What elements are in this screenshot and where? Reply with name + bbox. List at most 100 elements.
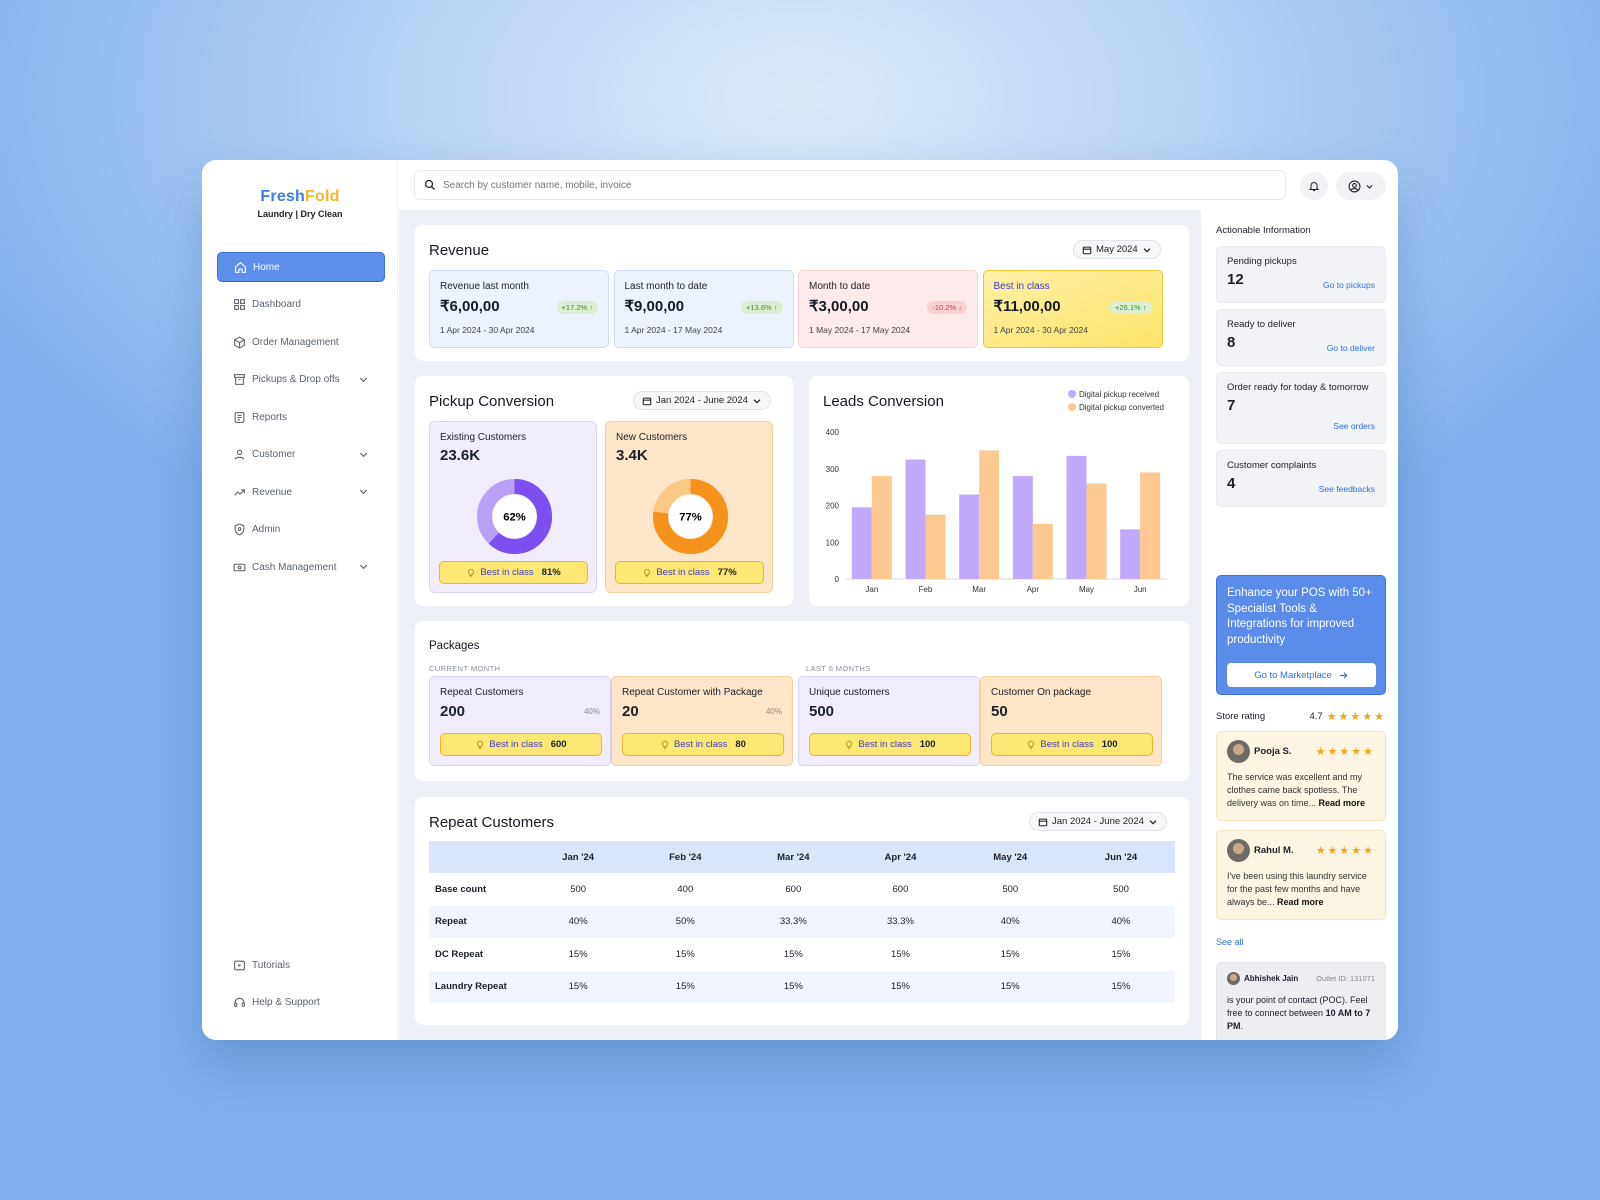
best-in-class-badge: Best in class 80 <box>622 733 784 756</box>
actionable-card-link[interactable]: See feedbacks <box>1318 484 1375 494</box>
package-card-percent: 40% <box>765 707 782 716</box>
y-tick-label: 300 <box>826 465 840 474</box>
revenue-title: Revenue <box>429 242 490 259</box>
actionable-card-value: 12 <box>1227 270 1244 288</box>
poc-name: Abhishek Jain <box>1244 974 1299 983</box>
sidebar-item-label: Customer <box>252 449 296 460</box>
package-card-value: 500 <box>809 703 835 720</box>
donut-center <box>668 494 713 539</box>
legend-swatch <box>1068 403 1076 411</box>
revenue-card-value: ₹3,00,00 <box>809 298 869 315</box>
chevron-down-icon[interactable] <box>358 374 369 385</box>
donut-segment <box>653 479 728 554</box>
chevron-down-icon <box>1366 184 1373 189</box>
pickup-conversion-title: Pickup Conversion <box>429 393 555 410</box>
calendar-icon <box>1038 818 1048 826</box>
revenue-card-dates: 1 May 2024 - 17 May 2024 <box>809 325 911 335</box>
revenue-card-label: Last month to date <box>624 281 708 292</box>
sidebar-item-admin[interactable]: Admin <box>217 515 385 545</box>
table-header-row: Jan '24 Feb '24 Mar '24 Apr '24 May '24 Jun '… <box>429 841 1175 873</box>
last-six-months-label: LAST 6 MONTHS <box>806 664 871 673</box>
revenue-card[interactable]: Revenue last month ₹6,00,00 +17.2% ↑ 1 Apr … <box>429 270 609 348</box>
donut-percent: 77% <box>679 511 702 523</box>
x-tick-label: Mar <box>972 585 986 594</box>
sidebar-item-label: Home <box>253 261 280 273</box>
bar-digital-pickup-converted <box>979 450 1000 579</box>
table-header-cell: Apr '24 <box>847 841 954 873</box>
sidebar-item-cash-management[interactable]: Cash Management <box>217 552 385 582</box>
revenue-card[interactable]: Month to date ₹3,00,00 -10.2% ↓ 1 May 2024 … <box>798 270 978 348</box>
read-more-link[interactable]: Read more <box>1318 798 1366 809</box>
poc-outlet-id: Outlet ID: 131071 <box>1316 974 1375 983</box>
best-in-class-badge: Best in class 100 <box>809 733 971 756</box>
lightbulb-icon <box>662 740 668 749</box>
table-header-cell: Jun '24 <box>1066 841 1175 873</box>
sidebar-item-order-management[interactable]: Order Management <box>217 327 385 357</box>
revenue-card[interactable]: Best in class ₹11,00,00 +26.1% ↑ 1 Apr 2024… <box>982 270 1163 348</box>
donut-segment <box>477 479 552 554</box>
sidebar-item-customer[interactable]: Customer <box>217 440 385 470</box>
table-cell: 40% <box>525 905 632 938</box>
table-cell: Repeat <box>429 905 525 938</box>
sidebar-item-reports[interactable]: Reports <box>217 402 385 432</box>
reviewer-avatar <box>1227 839 1250 862</box>
actionable-card-link[interactable]: Go to pickups <box>1323 280 1375 290</box>
dashboard-icon <box>234 299 245 310</box>
sidebar-item-help-support[interactable]: Help & Support <box>217 988 385 1018</box>
table-cell: 15% <box>568 948 588 960</box>
actionable-card-link[interactable]: Go to deliver <box>1326 343 1375 353</box>
revenue-card[interactable]: Last month to date ₹9,00,00 +13.6% ↑ 1 Apr … <box>613 270 794 348</box>
calendar-icon <box>1082 246 1092 254</box>
table-row: DC Repeat 15% 15% 15% 15% 15% 15% <box>429 938 1175 971</box>
video-icon <box>234 960 245 970</box>
y-tick-label: 200 <box>826 502 840 511</box>
table-cell: 15% <box>739 970 848 1003</box>
app-window: FreshFold Laundry | Dry Clean Home Dashbo… <box>202 160 1398 1040</box>
store-rating: Store rating 4.7 ★★★★★ <box>1216 710 1386 723</box>
poc-text: is your point of contact (POC). Feel fre… <box>1227 995 1368 1019</box>
table-cell: 600 <box>785 883 802 895</box>
search-icon <box>424 179 435 190</box>
sidebar-item-dashboard[interactable]: Dashboard <box>217 290 385 320</box>
notifications-button[interactable] <box>1300 172 1328 200</box>
sidebar-item-home[interactable]: Home <box>217 252 385 282</box>
see-all-reviews-link[interactable]: See all <box>1216 937 1244 947</box>
table-header-cell: May '24 <box>953 841 1067 873</box>
sidebar-item-tutorials[interactable]: Tutorials <box>217 950 385 980</box>
search-bar[interactable] <box>414 170 1286 200</box>
table-header-cell: Jan '24 <box>525 841 632 873</box>
pickup-period-select[interactable]: Jan 2024 - June 2024 <box>633 391 771 410</box>
logo[interactable]: FreshFold Laundry | Dry Clean <box>202 188 398 219</box>
store-rating-value: 4.7 <box>1309 711 1323 722</box>
bar-digital-pickup-received <box>1066 455 1087 579</box>
best-in-class-badge: Best in class 77% <box>615 561 764 584</box>
chevron-down-icon[interactable] <box>358 561 369 572</box>
table-cell: 15% <box>1111 948 1131 960</box>
bar-digital-pickup-converted <box>871 476 892 579</box>
lightbulb-icon <box>846 740 853 749</box>
revenue-period-select[interactable]: May 2024 <box>1073 240 1161 259</box>
best-in-class-value: 81% <box>541 567 561 578</box>
sidebar-item-pickups-drop-offs[interactable]: Pickups & Drop offs <box>217 365 385 395</box>
review-stars: ★★★★★ <box>1315 746 1375 758</box>
bar-digital-pickup-received <box>1120 529 1141 579</box>
leads-conversion-panel: Leads Conversion 0 100 200 300 400 Jan Feb Mar A… <box>809 376 1189 606</box>
sidebar-item-label: Order Management <box>252 336 339 348</box>
lightbulb-icon <box>468 568 475 577</box>
chevron-down-icon[interactable] <box>358 486 369 497</box>
chevron-down-icon[interactable] <box>358 449 369 460</box>
profile-menu-button[interactable] <box>1336 172 1386 200</box>
table-cell: 500 <box>1002 883 1019 895</box>
go-to-marketplace-button[interactable]: Go to Marketplace <box>1227 663 1376 687</box>
read-more-link[interactable]: Read more <box>1277 897 1324 908</box>
table-header-cell: Feb '24 <box>631 841 740 873</box>
point-of-contact-card: Abhishek Jain Outlet ID: 131071 is your … <box>1216 962 1386 1040</box>
best-in-class-value: 77% <box>717 567 737 578</box>
best-in-class-badge: Best in class 600 <box>440 733 602 756</box>
repeat-period-select[interactable]: Jan 2024 - June 2024 <box>1029 812 1167 831</box>
table-cell: 15% <box>675 948 695 960</box>
sidebar-item-revenue[interactable]: Revenue <box>217 477 385 507</box>
actionable-card-link[interactable]: See orders <box>1333 421 1375 431</box>
revenue-change-badge: +17.2% ↑ <box>556 301 598 314</box>
search-input[interactable] <box>443 179 1263 191</box>
